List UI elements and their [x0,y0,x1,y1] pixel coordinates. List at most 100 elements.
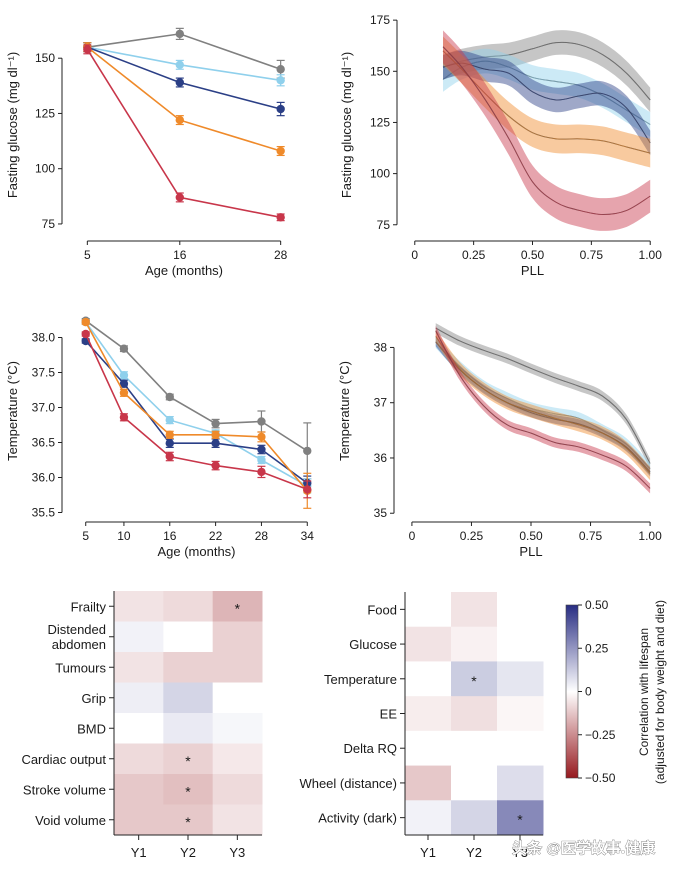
data-point [175,78,184,87]
x-tick-label: 1.00 [639,248,663,262]
confidence-band [443,50,651,156]
x-tick-label: 34 [301,529,315,543]
y-tick-label: 75 [377,218,391,232]
x-tick-label: 0.75 [580,248,604,262]
row-label: EE [380,707,398,722]
data-point [257,455,266,465]
heatmap-cell [451,696,498,732]
heatmap-cell [114,743,164,775]
heatmap-cell [405,730,452,767]
data-point [119,344,129,353]
column-label: Y2 [180,845,196,860]
heatmap-cell [451,800,498,836]
significance-star: * [471,673,477,689]
series-light_blue [83,42,285,87]
data-point [257,445,266,454]
heatmap-cell [163,591,214,622]
row-label: Food [367,602,397,617]
data-point [165,392,174,402]
data-point [165,415,174,425]
series-line-tint [442,50,651,154]
significance-star: * [185,783,191,799]
series-line [85,320,308,452]
heatmap-cell [163,652,214,683]
significance-star: * [517,812,523,828]
data-point [175,29,184,39]
y-tick-label: 38.0 [32,331,56,345]
colorbar-tick-label: −0.25 [585,728,616,742]
column-label: Y1 [131,845,147,860]
data-point [211,419,220,428]
series-line [84,333,308,491]
heatmap-cell [212,682,263,714]
colorbar-tick-label: 0 [585,685,592,699]
heatmap-cell [114,804,164,836]
row-label: Wheel (distance) [299,776,397,791]
series-red [81,329,312,499]
x-axis-label: PLL [521,263,544,278]
series-dark_blue [83,42,285,117]
heatmap-cell [451,765,498,801]
heatmap-cell [405,626,452,662]
row-label-line: Distended [47,622,106,637]
row-label: Glucose [349,637,397,652]
heatmap-cell [497,696,544,732]
row-label: Temperature [324,672,397,687]
y-tick-label: 35.5 [32,506,56,520]
heatmap-cell [405,765,452,801]
heatmap-cell [405,800,452,836]
x-axis-label: Age (months) [157,544,235,559]
data-point [211,461,220,470]
data-point [81,317,90,327]
y-tick-label: 36.0 [32,471,56,485]
series-grey [81,316,312,480]
watermark: 头条 @医学故事.健康 [512,839,656,857]
heatmap-cell [405,696,452,732]
heatmap-cell [114,621,164,653]
heatmap-cell [114,591,164,622]
data-point [303,446,312,456]
heatmap-cell [163,713,214,744]
x-tick-label: 0 [409,529,416,543]
x-tick-label: 5 [84,248,91,262]
row-label: Distended abdomen [47,622,106,652]
heatmap-cell [114,774,164,805]
data-point [276,76,285,85]
data-point [257,417,266,426]
y-tick-label: 75 [42,217,56,231]
series-line [87,46,281,110]
data-point [81,329,90,339]
heatmap-cell [212,591,263,622]
confidence-band [435,323,651,469]
series-light_blue [435,335,651,476]
data-point [175,115,184,125]
column-label: Y3 [229,845,245,860]
x-tick-label: 5 [82,529,89,543]
heatmap-cell [451,661,498,697]
data-point [119,379,129,388]
series-line-tint [435,336,651,474]
temperature_age-chart: 35.5 36.0 36.5 37.0 37.5 38.0 5 10 16 22 28 34 Age (… [32,316,315,559]
heatmap-cell [497,661,544,697]
heatmap-cell [212,804,263,836]
heatmap-cell [212,621,263,653]
y-tick-label: 175 [370,13,390,27]
x-tick-label: 0.50 [521,248,545,262]
row-label: Stroke volume [23,782,106,797]
colorbar-label: Correlation with lifespan (adjusted for b… [637,600,667,784]
x-tick-label: 28 [255,529,269,543]
series-orange [442,36,651,168]
y-tick-label: 100 [35,162,55,176]
heatmap-cell [114,682,164,714]
data-point [276,146,285,156]
series-line [85,321,308,487]
series-red [435,325,651,494]
series-line [87,46,281,82]
data-point [211,430,220,439]
series-dark_blue [81,336,312,491]
colorbar-label-line: Correlation with lifespan [637,628,651,756]
data-point [175,193,184,202]
heatmap-cell [212,774,263,805]
x-tick-label: 0.25 [462,248,486,262]
